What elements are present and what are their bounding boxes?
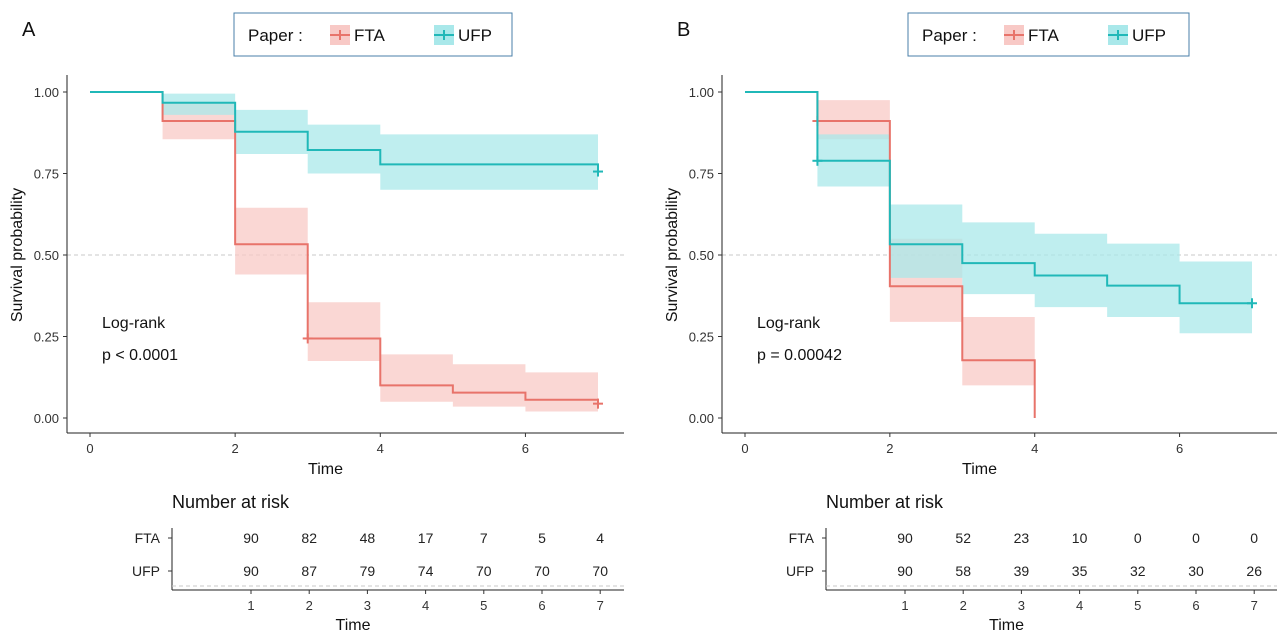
risk-time-label: 3 [364, 598, 371, 613]
risk-time-label: 5 [480, 598, 487, 613]
risk-value-fta: 82 [301, 530, 317, 546]
legend-title: Paper : [248, 26, 303, 45]
survival-curve-ufp [745, 91, 1252, 305]
y-tick-label: 1.00 [689, 85, 714, 100]
risk-table-title: Number at risk [826, 492, 944, 512]
risk-value-fta: 52 [955, 530, 971, 546]
confidence-band-fta [90, 92, 598, 414]
risk-value-ufp: 90 [243, 563, 259, 579]
risk-value-ufp: 79 [360, 563, 376, 579]
x-tick-label: 6 [522, 441, 529, 456]
x-tick-label: 6 [1176, 441, 1183, 456]
risk-time-label: 6 [538, 598, 545, 613]
risk-value-fta: 10 [1072, 530, 1088, 546]
risk-value-fta: 0 [1250, 530, 1258, 546]
risk-value-fta: 48 [360, 530, 376, 546]
risk-time-label: 1 [247, 598, 254, 613]
risk-row-label-fta: FTA [789, 530, 815, 546]
risk-value-ufp: 32 [1130, 563, 1146, 579]
risk-table-xlabel: Time [336, 617, 371, 634]
confidence-band-ufp [90, 92, 598, 190]
y-tick-label: 0.75 [689, 167, 714, 182]
legend-label-ufp: UFP [458, 26, 492, 45]
risk-value-ufp: 70 [476, 563, 492, 579]
panel-label: B [677, 19, 690, 41]
logrank-label: Log-rank [102, 315, 166, 332]
risk-time-label: 1 [901, 598, 908, 613]
risk-value-fta: 0 [1134, 530, 1142, 546]
p-value-label: p < 0.0001 [102, 347, 178, 364]
x-tick-label: 0 [86, 441, 93, 456]
legend-label-fta: FTA [1028, 26, 1060, 45]
y-tick-label: 0.50 [689, 248, 714, 263]
risk-value-ufp: 30 [1188, 563, 1204, 579]
risk-value-ufp: 90 [897, 563, 913, 579]
risk-time-label: 7 [1251, 598, 1258, 613]
risk-time-label: 7 [597, 598, 604, 613]
risk-value-fta: 90 [897, 530, 913, 546]
x-tick-label: 2 [886, 441, 893, 456]
x-tick-label: 4 [1031, 441, 1038, 456]
risk-value-fta: 4 [596, 530, 604, 546]
y-axis-title: Survival probability [664, 188, 681, 322]
y-tick-label: 1.00 [34, 85, 59, 100]
y-tick-label: 0.00 [689, 411, 714, 426]
risk-time-label: 3 [1018, 598, 1025, 613]
risk-time-label: 4 [1076, 598, 1083, 613]
chart-panel-b: B Paper : FTA UFP 0.00 0.25 0.50 0.75 1.00 0 2 4 6 Ti… [664, 12, 1277, 634]
risk-table-xlabel: Time [989, 617, 1024, 634]
risk-value-ufp: 58 [955, 563, 971, 579]
risk-row-label-fta: FTA [135, 530, 161, 546]
y-tick-label: 0.25 [34, 330, 59, 345]
risk-time-label: 2 [960, 598, 967, 613]
risk-value-ufp: 39 [1014, 563, 1030, 579]
y-tick-label: 0.00 [34, 411, 59, 426]
risk-table-title: Number at risk [172, 492, 290, 512]
legend-label-ufp: UFP [1132, 26, 1166, 45]
y-tick-label: 0.25 [689, 330, 714, 345]
risk-value-ufp: 87 [301, 563, 317, 579]
logrank-label: Log-rank [757, 315, 821, 332]
y-tick-label: 0.50 [34, 248, 59, 263]
risk-time-label: 2 [306, 598, 313, 613]
risk-value-fta: 0 [1192, 530, 1200, 546]
risk-row-label-ufp: UFP [132, 563, 160, 579]
x-tick-label: 0 [741, 441, 748, 456]
x-tick-label: 4 [377, 441, 384, 456]
legend-box [233, 12, 513, 57]
survival-curve-fta [90, 91, 599, 404]
chart-panel-a: A Paper : FTA UFP 0.00 0.25 0.50 0.75 1.00 0 2 4 6 Ti… [9, 12, 624, 634]
risk-value-fta: 23 [1014, 530, 1030, 546]
x-tick-label: 2 [232, 441, 239, 456]
risk-value-ufp: 70 [534, 563, 550, 579]
risk-value-ufp: 74 [418, 563, 434, 579]
survival-curve-ufp [90, 91, 599, 172]
risk-value-fta: 90 [243, 530, 259, 546]
x-axis-title: Time [308, 461, 343, 478]
risk-value-fta: 7 [480, 530, 488, 546]
risk-value-ufp: 35 [1072, 563, 1088, 579]
risk-time-label: 5 [1134, 598, 1141, 613]
risk-value-fta: 17 [418, 530, 434, 546]
x-axis-title: Time [962, 461, 997, 478]
risk-value-ufp: 26 [1246, 563, 1262, 579]
panel-label: A [22, 19, 36, 41]
y-tick-label: 0.75 [34, 167, 59, 182]
risk-value-ufp: 70 [592, 563, 608, 579]
confidence-band-ufp [745, 92, 1252, 334]
p-value-label: p = 0.00042 [757, 347, 842, 364]
risk-value-fta: 5 [538, 530, 546, 546]
risk-time-label: 6 [1192, 598, 1199, 613]
risk-row-label-ufp: UFP [786, 563, 814, 579]
legend-label-fta: FTA [354, 26, 386, 45]
y-axis-title: Survival probability [9, 188, 26, 322]
risk-time-label: 4 [422, 598, 429, 613]
legend-title: Paper : [922, 26, 977, 45]
legend-box [907, 12, 1190, 57]
